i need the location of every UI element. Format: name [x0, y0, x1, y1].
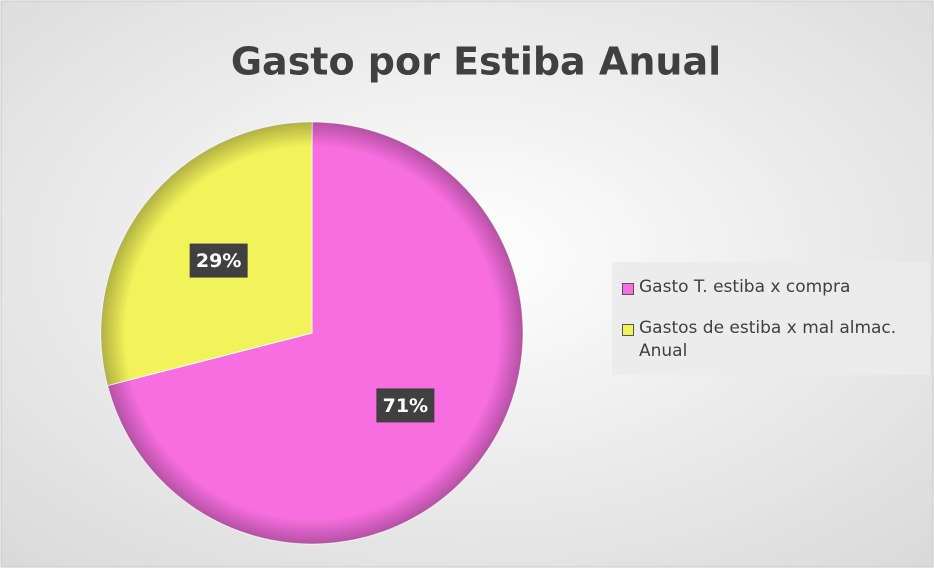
legend-item: Gasto T. estiba x compra	[622, 276, 922, 299]
data-label: 29%	[196, 250, 241, 272]
legend-swatch	[622, 283, 634, 295]
label-box	[376, 388, 435, 423]
slice-shade	[107, 122, 523, 544]
label-box	[189, 243, 248, 278]
legend-label: Gastos de estiba x mal almac. Anual	[639, 318, 897, 361]
legend-swatch	[622, 324, 634, 336]
legend-item: Gastos de estiba x mal almac. Anual	[622, 317, 922, 363]
legend-label: Gasto T. estiba x compra	[639, 277, 851, 297]
chart-title: Gasto por Estiba Anual	[231, 40, 721, 84]
legend: Gasto T. estiba x compra Gastos de estiba…	[612, 262, 930, 375]
data-label: 71%	[383, 395, 428, 417]
